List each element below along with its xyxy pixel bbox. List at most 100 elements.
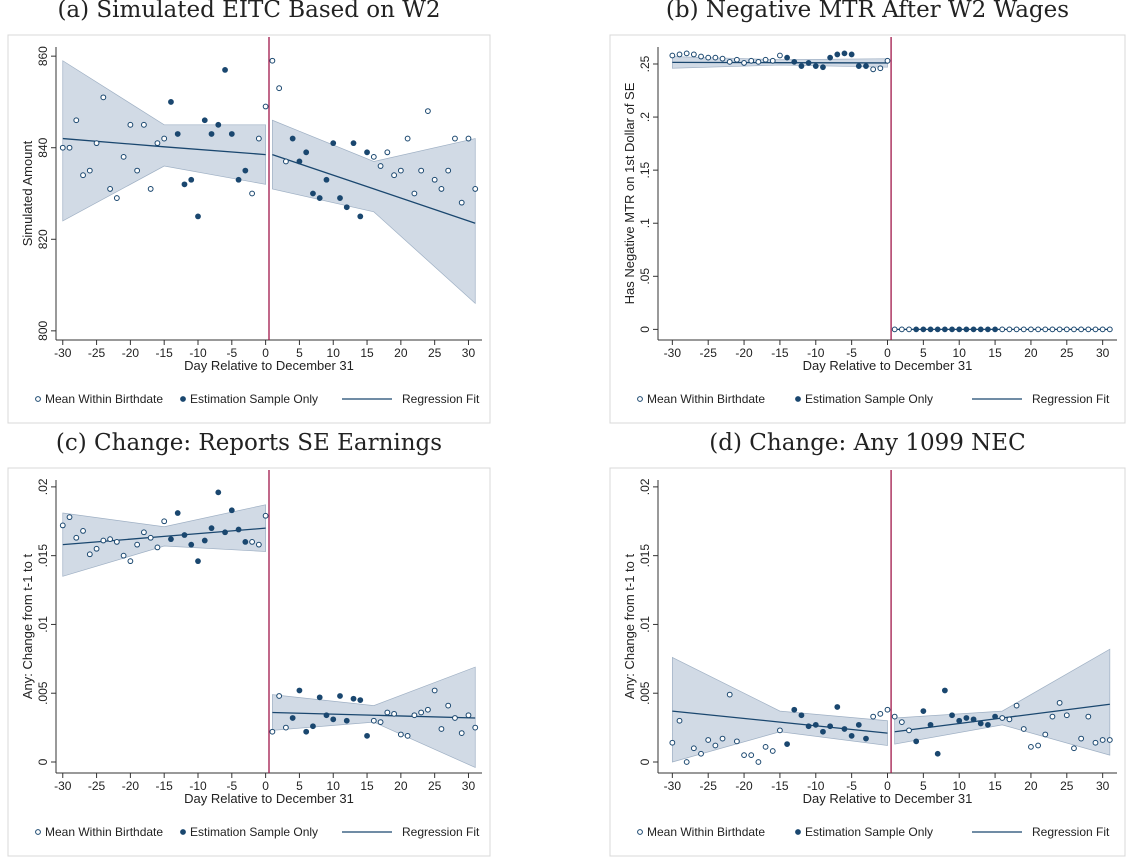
data-point	[999, 326, 1006, 333]
y-tick-label: 820	[36, 229, 50, 249]
fit-line	[272, 711, 476, 719]
x-tick-label: -25	[88, 346, 106, 360]
x-tick-label: 5	[296, 346, 303, 360]
panel: (d) Change: Any 1099 NEC 0 .005 .01 .015 .02 -…	[609, 430, 1126, 857]
data-point	[863, 63, 869, 70]
data-point	[418, 709, 425, 716]
data-point	[397, 167, 404, 174]
data-point	[877, 710, 884, 717]
legend-label: Regression Fit	[402, 825, 480, 839]
data-point	[920, 708, 927, 714]
data-point	[1013, 326, 1020, 333]
data-point	[870, 66, 877, 73]
data-point	[1013, 702, 1020, 709]
legend-label: Mean Within Birthdate	[647, 825, 765, 839]
data-point	[690, 745, 697, 752]
legend-swatch	[795, 829, 801, 835]
x-tick-label: -30	[664, 779, 682, 793]
data-point	[134, 167, 141, 174]
legend-label: Mean Within Birthdate	[45, 392, 163, 406]
panel: (b) Negative MTR After W2 Wages 0 .05 .1 .15…	[609, 0, 1126, 424]
data-point	[898, 719, 905, 726]
data-point	[188, 176, 195, 183]
data-point	[289, 135, 296, 142]
data-point	[120, 552, 127, 559]
data-point	[73, 534, 80, 541]
data-point	[1106, 737, 1113, 743]
data-point	[1056, 326, 1063, 333]
data-point	[977, 720, 984, 727]
x-tick-label: 5	[920, 779, 927, 793]
y-tick-label: .25	[638, 55, 652, 72]
x-tick-label: -10	[807, 346, 825, 360]
data-point	[1071, 745, 1077, 752]
legend-swatch	[637, 396, 643, 402]
confidence-band	[671, 656, 888, 763]
legend-label: Estimation Sample Only	[190, 825, 318, 839]
data-point	[93, 545, 100, 552]
data-point	[1085, 713, 1092, 720]
x-tick-label: -20	[735, 346, 753, 360]
data-point	[80, 527, 86, 534]
data-point	[330, 716, 337, 723]
legend-swatch	[35, 396, 41, 402]
panel-title: (d) Change: Any 1099 NEC	[709, 430, 1025, 456]
data-point	[791, 706, 798, 713]
data-point	[798, 712, 805, 719]
data-point	[283, 158, 289, 165]
fit-line	[672, 710, 888, 734]
data-point	[161, 135, 168, 142]
data-point	[174, 510, 181, 516]
x-tick-label: 25	[428, 346, 442, 360]
data-point	[262, 512, 269, 519]
data-point	[357, 213, 364, 220]
data-point	[242, 539, 249, 545]
data-point	[195, 213, 201, 220]
data-point	[712, 742, 719, 749]
data-point	[1056, 699, 1063, 706]
legend-label: Mean Within Birthdate	[45, 825, 163, 839]
data-point	[941, 326, 948, 333]
data-point	[235, 176, 242, 183]
y-axis-label: Simulated Amount	[20, 140, 35, 246]
x-tick-label: -20	[735, 779, 753, 793]
data-point	[1028, 326, 1034, 333]
data-point	[438, 726, 445, 732]
data-point	[316, 195, 323, 201]
data-point	[906, 326, 912, 333]
data-point	[425, 706, 431, 713]
data-point	[690, 51, 697, 58]
data-point	[59, 522, 66, 529]
data-point	[452, 715, 458, 721]
data-point	[762, 743, 769, 750]
confidence-band	[894, 648, 1111, 756]
data-point	[411, 712, 418, 719]
data-point	[201, 537, 208, 544]
data-point	[999, 715, 1006, 721]
data-point	[719, 55, 726, 62]
x-tick-label: 15	[360, 346, 374, 360]
data-point	[303, 728, 310, 735]
data-point	[384, 709, 391, 716]
y-tick-label: 0	[638, 326, 652, 333]
x-tick-label: -30	[664, 346, 682, 360]
data-point	[726, 691, 733, 698]
data-point	[242, 167, 249, 174]
data-point	[438, 186, 445, 192]
data-point	[391, 710, 397, 717]
data-point	[80, 172, 86, 179]
data-point	[458, 730, 465, 737]
y-tick-label: 0	[638, 758, 652, 765]
data-point	[350, 695, 357, 702]
data-point	[181, 532, 188, 538]
data-point	[834, 704, 841, 710]
data-point	[316, 694, 323, 701]
data-point	[698, 750, 704, 757]
data-point	[970, 326, 977, 333]
data-point	[927, 326, 934, 333]
data-point	[276, 85, 283, 92]
x-tick-label: 25	[1060, 346, 1074, 360]
data-point	[127, 121, 134, 128]
x-tick-label: -5	[846, 779, 857, 793]
